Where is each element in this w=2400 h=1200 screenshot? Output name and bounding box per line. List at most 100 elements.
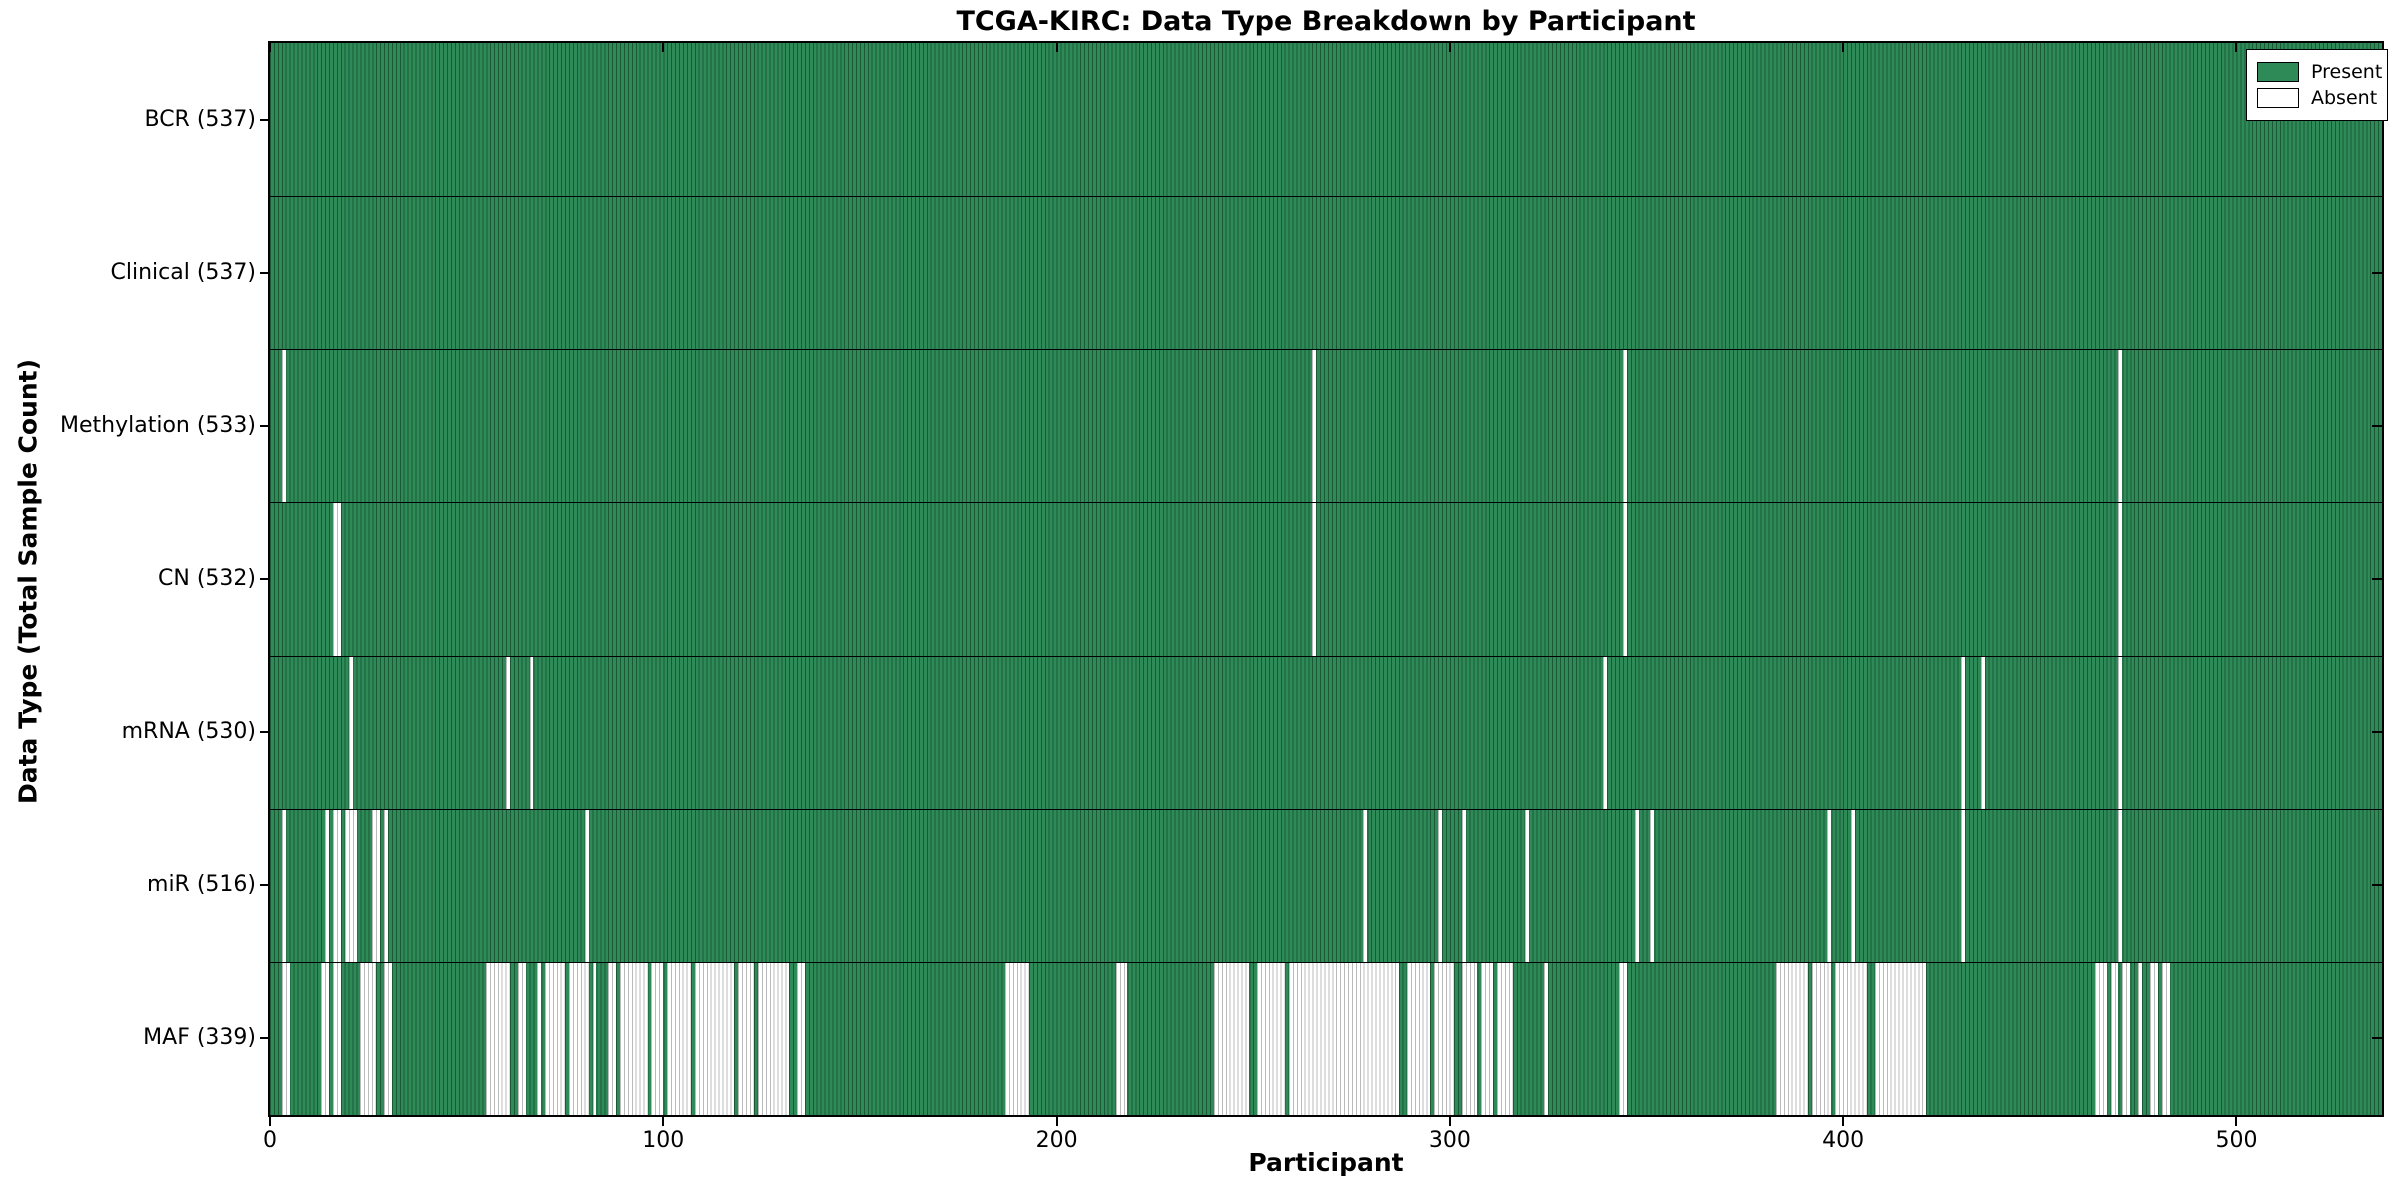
y-tick-mark-right [2372, 1037, 2382, 1040]
absent-span-miR [372, 808, 381, 962]
absent-span-MAF [1288, 961, 1399, 1115]
row-separator [270, 349, 2382, 351]
absent-span-miR [2118, 808, 2123, 962]
absent-span-miR [1363, 808, 1368, 962]
x-tick-mark-top [1842, 43, 1845, 52]
absent-span-MAF [384, 961, 392, 1115]
absent-span-miR [1524, 808, 1529, 962]
absent-span-CN [332, 502, 341, 656]
x-tick-mark-bottom [662, 1117, 665, 1126]
absent-span-MAF [517, 961, 526, 1115]
x-tick-mark-top [2235, 43, 2238, 52]
row-miR [270, 808, 2382, 962]
absent-span-MAF [486, 961, 510, 1115]
x-tick-mark-top [269, 43, 271, 52]
x-tick-mark-bottom [269, 1117, 271, 1126]
absent-span-MAF [360, 961, 377, 1115]
absent-span-MAF [1811, 961, 1832, 1115]
absent-span-MAF [568, 961, 589, 1115]
y-tick-label-miR: miR (516) [147, 872, 256, 898]
absent-span-MAF [1544, 961, 1549, 1115]
absent-span-MAF [797, 961, 805, 1115]
absent-span-MAF [2161, 961, 2170, 1115]
x-axis-label: Participant [1248, 1148, 1404, 1177]
absent-span-miR [1650, 808, 1655, 962]
x-tick-label-300: 300 [1428, 1128, 1471, 1153]
x-tick-mark-bottom [2235, 1117, 2238, 1126]
absent-span-mRNA [529, 655, 534, 809]
absent-span-MAF [1257, 961, 1285, 1115]
absent-span-MAF [281, 961, 290, 1115]
absent-span-MAF [1776, 961, 1808, 1115]
y-tick-label-CN: CN (532) [158, 566, 256, 591]
absent-span-miR [384, 808, 388, 962]
absent-span-MAF [1619, 961, 1627, 1115]
absent-span-MAF [545, 961, 565, 1115]
absent-span-mRNA [2118, 655, 2123, 809]
absent-span-MAF [694, 961, 735, 1115]
legend-label-absent: Absent [2311, 87, 2378, 109]
y-tick-mark-right [2372, 271, 2382, 274]
absent-span-MAF [1461, 961, 1478, 1115]
absent-span-mRNA [1961, 655, 1966, 809]
absent-span-miR [1827, 808, 1832, 962]
x-tick-label-100: 100 [642, 1128, 685, 1153]
y-tick-mark-right [2372, 731, 2382, 734]
y-tick-mark-right [2372, 424, 2382, 427]
absent-span-mRNA [505, 655, 510, 809]
row-separator [270, 502, 2382, 504]
x-tick-mark-top [1448, 43, 1451, 52]
legend-swatch-present-icon [2257, 62, 2299, 82]
absent-span-MAF [321, 961, 329, 1115]
absent-span-miR [344, 808, 357, 962]
plot-frame [268, 41, 2384, 1117]
x-tick-label-400: 400 [1822, 1128, 1865, 1153]
absent-span-MAF [1005, 961, 1030, 1115]
absent-span-mRNA [348, 655, 353, 809]
y-tick-mark-left [260, 1037, 270, 1040]
x-tick-label-0: 0 [263, 1128, 277, 1153]
absent-span-MAF [757, 961, 790, 1115]
absent-span-Methylation [1622, 349, 1627, 503]
absent-span-MAF [738, 961, 754, 1115]
row-BCR [270, 43, 2382, 197]
x-tick-mark-top [1055, 43, 1058, 52]
absent-span-CN [1312, 502, 1317, 656]
absent-span-Methylation [1312, 349, 1317, 503]
row-Methylation [270, 349, 2382, 503]
y-tick-label-mRNA: mRNA (530) [121, 719, 256, 745]
y-tick-mark-left [260, 884, 270, 887]
row-separator [270, 196, 2382, 198]
absent-span-MAF [667, 961, 691, 1115]
absent-span-miR [281, 808, 286, 962]
absent-span-MAF [537, 961, 542, 1115]
y-tick-mark-right [2372, 578, 2382, 580]
x-tick-mark-bottom [1055, 1117, 1058, 1126]
absent-span-miR [332, 808, 341, 962]
absent-span-MAF [2110, 961, 2119, 1115]
absent-span-miR [1961, 808, 1966, 962]
absent-span-MAF [1874, 961, 1926, 1115]
y-tick-mark-left [260, 731, 270, 734]
absent-span-miR [1461, 808, 1466, 962]
absent-span-Methylation [2118, 349, 2123, 503]
absent-span-MAF [1213, 961, 1250, 1115]
absent-span-MAF [1434, 961, 1454, 1115]
absent-span-MAF [608, 961, 617, 1115]
absent-span-MAF [2138, 961, 2143, 1115]
y-tick-label-BCR: BCR (537) [144, 106, 256, 132]
absent-span-MAF [620, 961, 648, 1115]
row-mRNA [270, 655, 2382, 809]
absent-span-miR [1438, 808, 1442, 962]
legend: Present Absent [2246, 49, 2388, 121]
absent-span-miR [584, 808, 589, 962]
absent-span-miR [1634, 808, 1639, 962]
plot-area [270, 43, 2382, 1115]
x-tick-mark-bottom [1448, 1117, 1451, 1126]
absent-span-miR [1851, 808, 1855, 962]
absent-span-MAF [332, 961, 341, 1115]
absent-span-mRNA [1603, 655, 1608, 809]
y-tick-label-Clinical: Clinical (537) [110, 259, 256, 285]
x-tick-label-500: 500 [2215, 1128, 2258, 1153]
absent-span-MAF [1835, 961, 1867, 1115]
